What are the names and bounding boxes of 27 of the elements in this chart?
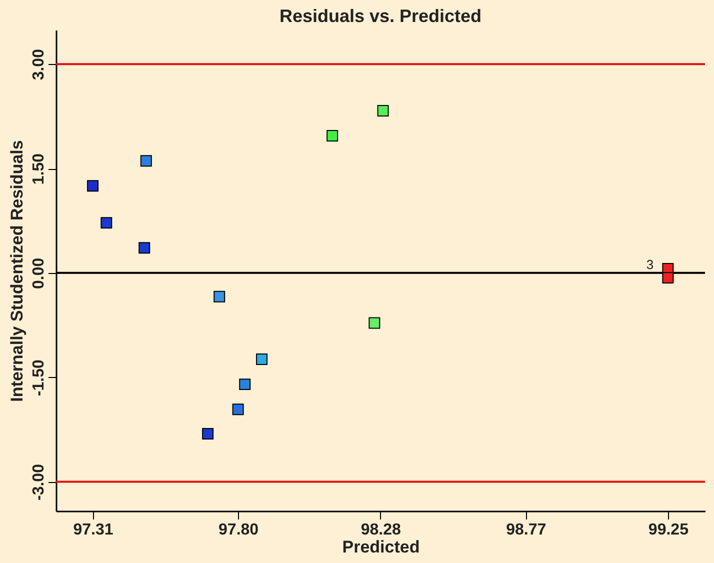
point (326, 130, 338, 142)
y-tick-label: 1.50 (30, 153, 48, 185)
point (214, 290, 226, 302)
point (202, 428, 214, 440)
y-tick-label: 3.00 (30, 48, 48, 80)
y-tick-label: -1.50 (30, 360, 48, 396)
y-tick-label: -3.00 (30, 464, 48, 500)
chart-title: Residuals vs. Predicted (279, 6, 482, 26)
point (377, 105, 389, 116)
point (87, 180, 99, 192)
x-tick-label: 99.25 (648, 522, 689, 538)
point (239, 378, 251, 390)
point (662, 272, 674, 284)
x-tick-label: 97.31 (73, 522, 114, 538)
x-tick-label: 98.77 (506, 522, 546, 538)
x-axis-title: Predicted (342, 538, 420, 556)
point (368, 317, 380, 329)
point (232, 404, 244, 416)
x-tick-label: 98.28 (360, 522, 401, 538)
point (256, 354, 268, 365)
y-axis-title: Internally Studentized Residuals (8, 140, 26, 402)
annotation: 3 (646, 256, 654, 272)
y-tick-label: 0.00 (30, 258, 48, 290)
point (138, 242, 150, 254)
point (140, 155, 152, 167)
point (100, 217, 112, 229)
x-tick-label: 97.80 (218, 522, 259, 538)
